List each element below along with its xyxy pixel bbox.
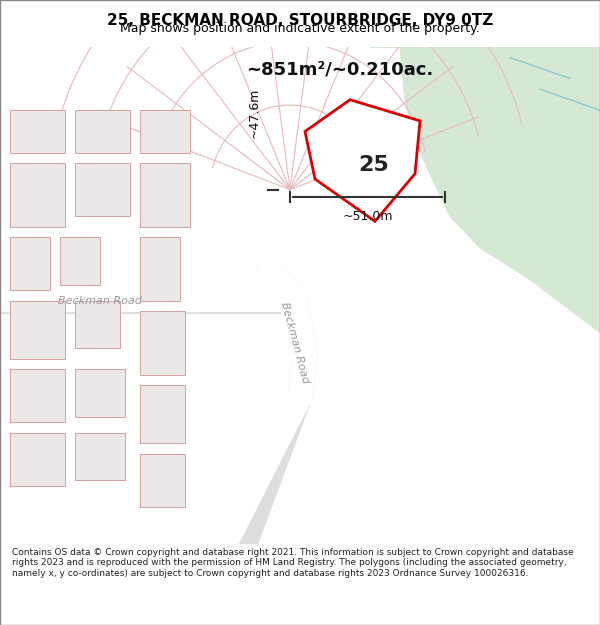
Bar [75,301,120,348]
Bar [75,432,125,481]
Bar [10,237,50,290]
Bar [75,369,125,417]
Bar [140,385,185,443]
Polygon shape [305,100,420,221]
Text: Beckman Road: Beckman Road [280,301,311,385]
Polygon shape [370,47,600,332]
Text: ~51.0m: ~51.0m [342,209,393,222]
Text: ~851m²/~0.210ac.: ~851m²/~0.210ac. [247,61,434,79]
Bar [140,163,190,227]
Bar [75,163,130,216]
Bar [10,163,65,227]
Text: ~47.6m: ~47.6m [248,88,261,138]
Bar [140,311,185,374]
Bar [140,110,190,152]
Bar [10,301,65,359]
Text: Beckman Road: Beckman Road [58,296,142,306]
Text: Contains OS data © Crown copyright and database right 2021. This information is : Contains OS data © Crown copyright and d… [12,548,574,578]
Bar [10,432,65,486]
Text: 25, BECKMAN ROAD, STOURBRIDGE, DY9 0TZ: 25, BECKMAN ROAD, STOURBRIDGE, DY9 0TZ [107,13,493,28]
Text: Map shows position and indicative extent of the property.: Map shows position and indicative extent… [120,22,480,35]
Bar [10,369,65,422]
Bar [75,110,130,152]
Bar [140,454,185,507]
Bar [140,237,180,301]
Text: 25: 25 [358,155,389,175]
Bar [10,110,65,152]
Bar [60,237,100,285]
